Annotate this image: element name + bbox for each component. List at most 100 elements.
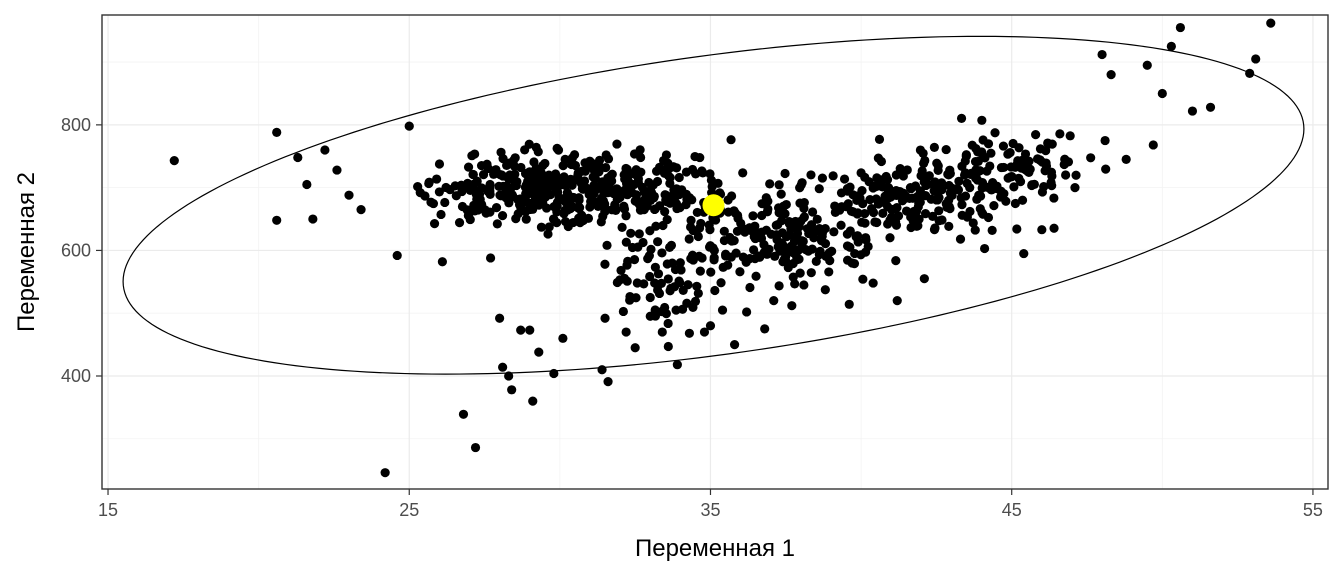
data-point: [943, 169, 953, 179]
data-point: [967, 140, 977, 150]
data-point: [589, 188, 599, 199]
data-point: [898, 188, 908, 198]
data-point: [918, 148, 928, 159]
data-point: [646, 244, 656, 254]
data-point: [742, 307, 752, 317]
data-point: [856, 250, 866, 260]
data-point: [663, 318, 673, 329]
data-point: [574, 193, 584, 203]
data-point: [741, 257, 751, 267]
data-point: [650, 204, 660, 214]
data-point: [440, 197, 450, 208]
data-point: [1041, 145, 1051, 156]
data-point: [776, 189, 786, 199]
data-point: [860, 218, 870, 228]
data-point: [1037, 225, 1047, 235]
data-point: [597, 365, 607, 375]
data-point: [675, 203, 685, 213]
data-point: [293, 152, 303, 163]
data-point: [631, 293, 641, 303]
data-point: [404, 121, 414, 131]
data-point: [489, 169, 499, 179]
data-point: [874, 134, 885, 144]
data-point: [574, 213, 584, 223]
data-point: [674, 172, 684, 183]
data-point: [990, 128, 1000, 138]
data-point: [868, 278, 878, 288]
data-point: [802, 224, 813, 234]
data-point: [763, 196, 773, 206]
x-tick-label: 55: [1303, 500, 1323, 520]
data-point: [603, 377, 613, 387]
data-point: [876, 156, 887, 167]
data-point: [531, 142, 541, 152]
data-point: [639, 279, 649, 289]
data-point: [684, 328, 695, 338]
data-point: [944, 180, 954, 191]
data-point: [723, 207, 733, 217]
data-point: [622, 190, 633, 200]
data-point: [415, 188, 425, 198]
data-point: [434, 159, 445, 169]
x-axis-title: Переменная 1: [635, 535, 795, 562]
data-point: [437, 257, 447, 267]
data-point: [895, 164, 905, 174]
data-point: [891, 256, 901, 266]
data-point: [889, 204, 900, 214]
data-point: [858, 274, 868, 284]
data-point: [658, 220, 668, 231]
data-point: [842, 255, 853, 265]
data-point: [553, 145, 564, 155]
data-point: [695, 266, 705, 276]
x-tick-label: 15: [98, 500, 118, 520]
data-point: [891, 220, 902, 230]
data-point: [892, 296, 902, 306]
data-point: [1065, 131, 1075, 141]
data-point: [645, 292, 655, 303]
data-point: [820, 239, 831, 249]
data-point: [526, 180, 536, 190]
data-point: [960, 191, 971, 201]
data-point: [320, 145, 330, 155]
data-point: [468, 169, 478, 180]
data-point: [945, 204, 955, 214]
data-point: [521, 206, 531, 217]
data-point: [1019, 248, 1029, 259]
data-point: [808, 207, 818, 217]
data-point: [600, 259, 610, 269]
data-point: [631, 170, 641, 180]
data-point: [977, 208, 987, 218]
data-point: [1148, 140, 1158, 150]
data-point: [699, 327, 710, 337]
data-point: [726, 135, 736, 145]
data-point: [332, 165, 342, 175]
data-point: [463, 162, 474, 172]
data-point: [830, 201, 840, 211]
data-point: [705, 225, 715, 235]
data-point: [1175, 22, 1185, 33]
data-point: [454, 217, 465, 228]
data-point: [392, 250, 402, 261]
data-point: [735, 267, 745, 277]
data-point: [504, 371, 514, 381]
data-point: [1251, 54, 1261, 64]
data-point: [569, 150, 580, 160]
data-point: [574, 203, 584, 214]
data-point: [839, 174, 850, 184]
data-point: [1121, 154, 1131, 164]
data-point: [510, 169, 520, 179]
data-point: [515, 194, 525, 204]
data-point: [540, 192, 551, 202]
data-point: [1061, 170, 1071, 180]
data-point: [704, 242, 715, 252]
data-point: [774, 281, 784, 291]
data-point: [660, 302, 670, 313]
data-point: [854, 191, 864, 201]
data-point: [534, 347, 544, 357]
data-point: [795, 198, 805, 208]
data-point: [663, 341, 673, 352]
data-point: [516, 162, 526, 173]
data-point: [1142, 60, 1152, 70]
data-point: [852, 209, 862, 219]
data-point: [932, 158, 942, 168]
